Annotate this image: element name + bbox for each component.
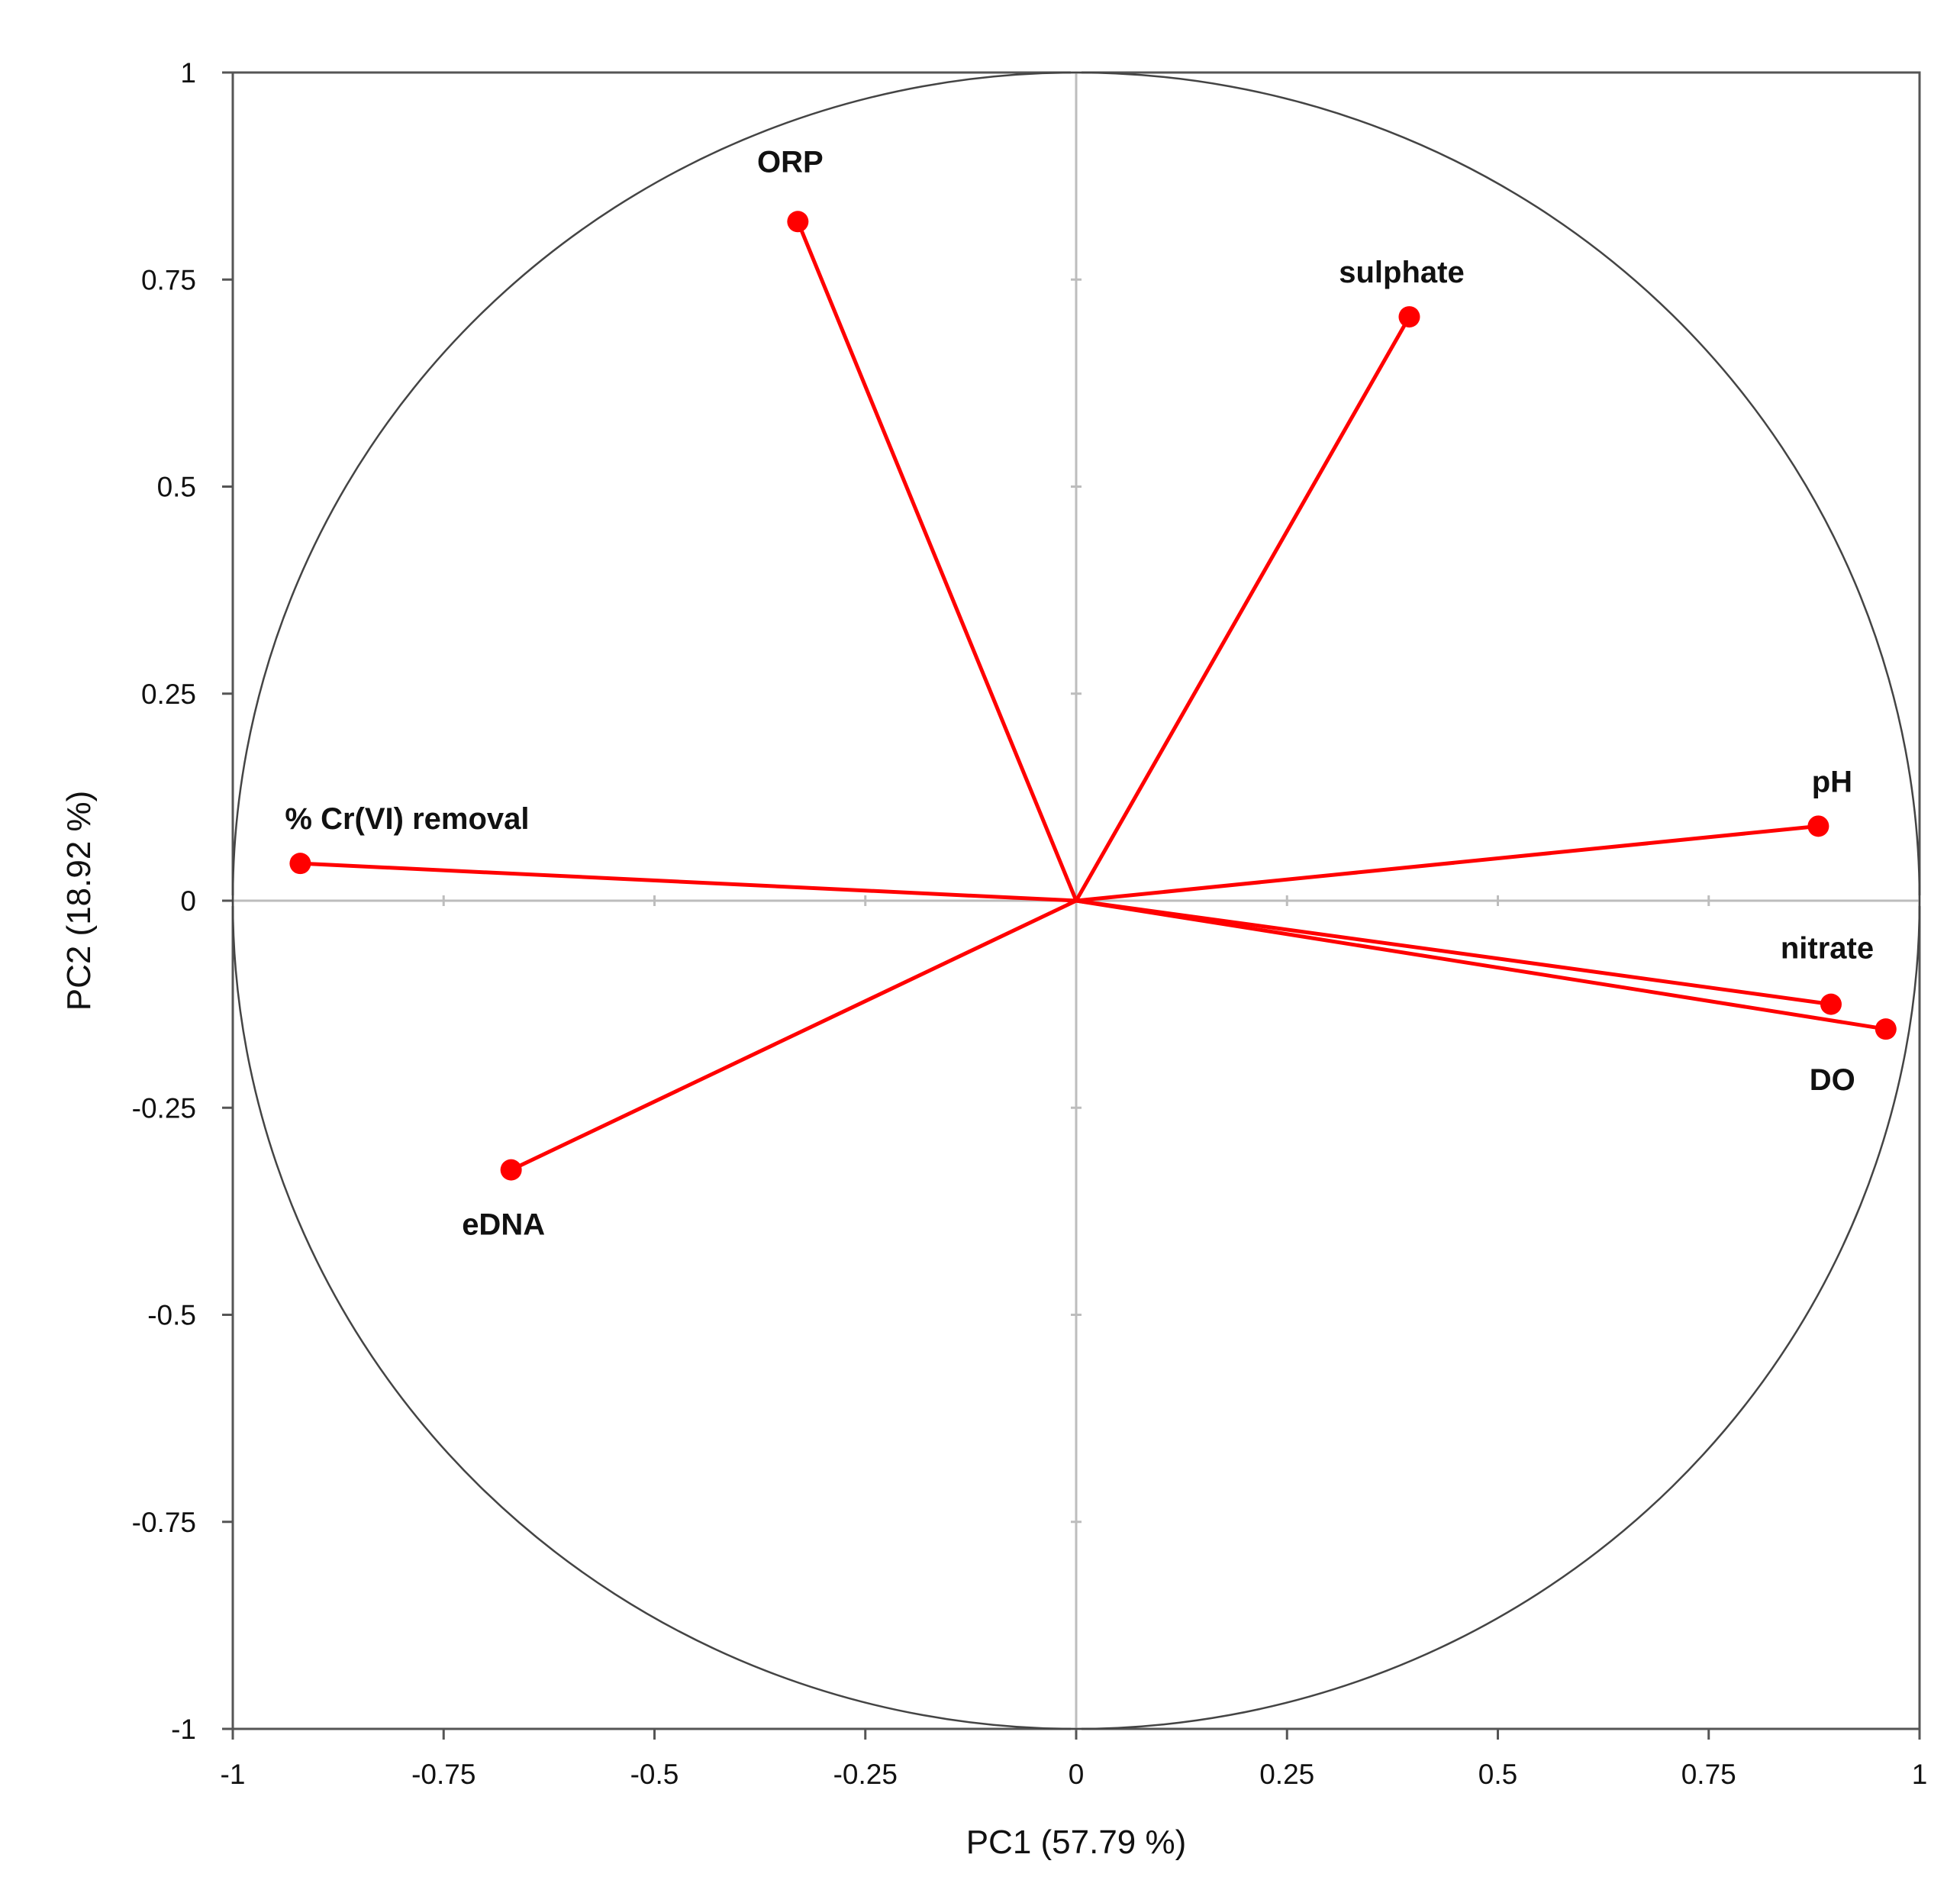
loading-point <box>1807 815 1829 837</box>
x-tick-label: -0.75 <box>411 1759 475 1790</box>
label-layer: ORP sulphate pH % Cr(VI) removal nitrate DO eD… <box>285 145 1874 1241</box>
loading-point <box>1820 993 1842 1015</box>
loading-point <box>289 853 311 875</box>
y-tick-label: 0.25 <box>141 679 196 710</box>
y-axis-title: PC2 (18.92 %) <box>60 791 98 1011</box>
variable-label: % Cr(VI) removal <box>285 802 529 836</box>
y-tick-label: -0.25 <box>132 1092 196 1124</box>
correlation-circle <box>231 71 1921 1730</box>
x-tick-label: 0.5 <box>1478 1759 1517 1790</box>
loading-point <box>1875 1018 1897 1040</box>
loading-vector <box>1075 898 1832 1007</box>
loading-vector <box>510 898 1078 1172</box>
x-tick-label: -1 <box>221 1759 246 1790</box>
x-tick-label: 0.75 <box>1681 1759 1736 1790</box>
circle-layer <box>231 71 1921 1730</box>
x-tick-label: 0.25 <box>1259 1759 1314 1790</box>
loading-vector <box>1075 824 1819 903</box>
x-tick-label: -0.25 <box>833 1759 898 1790</box>
y-tick-label: 0.5 <box>157 472 196 503</box>
variable-label: pH <box>1812 765 1852 798</box>
x-tick-label: 1 <box>1912 1759 1928 1790</box>
variable-label: eDNA <box>462 1208 545 1242</box>
x-axis-title: PC1 (57.79 %) <box>966 1824 1187 1861</box>
loading-vector <box>796 221 1078 901</box>
axes-layer: -1 -0.75 -0.5 -0.25 0 0.25 0.5 0.75 1 1 0.75 0.5 0.2… <box>132 57 1928 1790</box>
y-tick-label: 0 <box>180 885 196 917</box>
variable-label: DO <box>1810 1063 1855 1097</box>
x-tick-label: -0.5 <box>630 1759 679 1790</box>
x-tick-label: 0 <box>1069 1759 1085 1790</box>
loading-vector <box>1075 898 1887 1031</box>
vector-layer <box>289 211 1897 1181</box>
loading-vector <box>1074 315 1411 902</box>
loading-vector <box>300 861 1077 903</box>
variable-label: sulphate <box>1339 256 1464 289</box>
y-tick-label: -1 <box>171 1714 196 1745</box>
variable-label: nitrate <box>1781 932 1874 966</box>
y-tick-label: -0.75 <box>132 1507 196 1538</box>
y-tick-label: 1 <box>180 57 196 89</box>
loading-point <box>500 1159 522 1181</box>
y-tick-label: 0.75 <box>141 264 196 295</box>
loading-point <box>787 211 809 233</box>
y-tick-label: -0.5 <box>147 1300 196 1331</box>
variable-label: ORP <box>757 145 824 179</box>
loading-point <box>1398 306 1420 328</box>
